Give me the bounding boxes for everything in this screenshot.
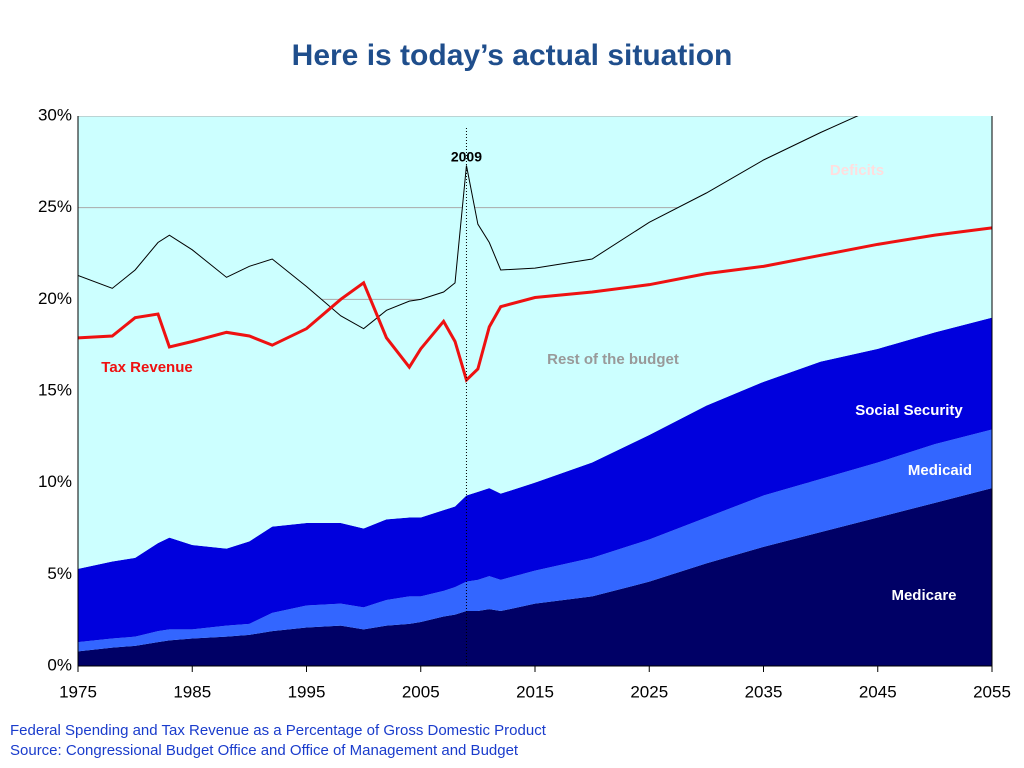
- caption: Federal Spending and Tax Revenue as a Pe…: [10, 722, 547, 739]
- area: [78, 317, 992, 643]
- caption: Source: Congressional Budget Office and …: [10, 742, 519, 759]
- area: [78, 116, 992, 569]
- y-tick-label: 20%: [38, 289, 72, 308]
- marker-label: 2009: [451, 149, 482, 165]
- area-label: Social Security: [855, 402, 963, 419]
- x-tick-label: 1985: [173, 682, 211, 701]
- y-tick-label: 15%: [38, 380, 72, 399]
- area: [78, 488, 992, 666]
- x-tick-label: 2055: [973, 682, 1011, 701]
- x-tick-label: 2025: [630, 682, 668, 701]
- area-label: Medicare: [891, 587, 956, 604]
- area-label: Rest of the budget: [547, 351, 679, 368]
- x-tick-label: 2005: [402, 682, 440, 701]
- line-label: Tax Revenue: [101, 359, 192, 376]
- plot-area: [78, 116, 992, 666]
- y-tick-label: 5%: [47, 564, 72, 583]
- total-line: [78, 116, 859, 330]
- y-tick-label: 30%: [38, 105, 72, 124]
- chart-title: Here is today’s actual situation: [292, 39, 733, 72]
- y-tick-label: 0%: [47, 655, 72, 674]
- x-tick-label: 2045: [859, 682, 897, 701]
- y-tick-label: 25%: [38, 197, 72, 216]
- tax-line: [78, 226, 992, 383]
- x-tick-label: 2015: [516, 682, 554, 701]
- x-tick-label: 2035: [745, 682, 783, 701]
- deficits-label: Deficits: [830, 162, 884, 179]
- x-tick-label: 1975: [59, 682, 97, 701]
- y-tick-label: 10%: [38, 472, 72, 491]
- area-label: Medicaid: [908, 462, 972, 479]
- x-tick-label: 1995: [288, 682, 326, 701]
